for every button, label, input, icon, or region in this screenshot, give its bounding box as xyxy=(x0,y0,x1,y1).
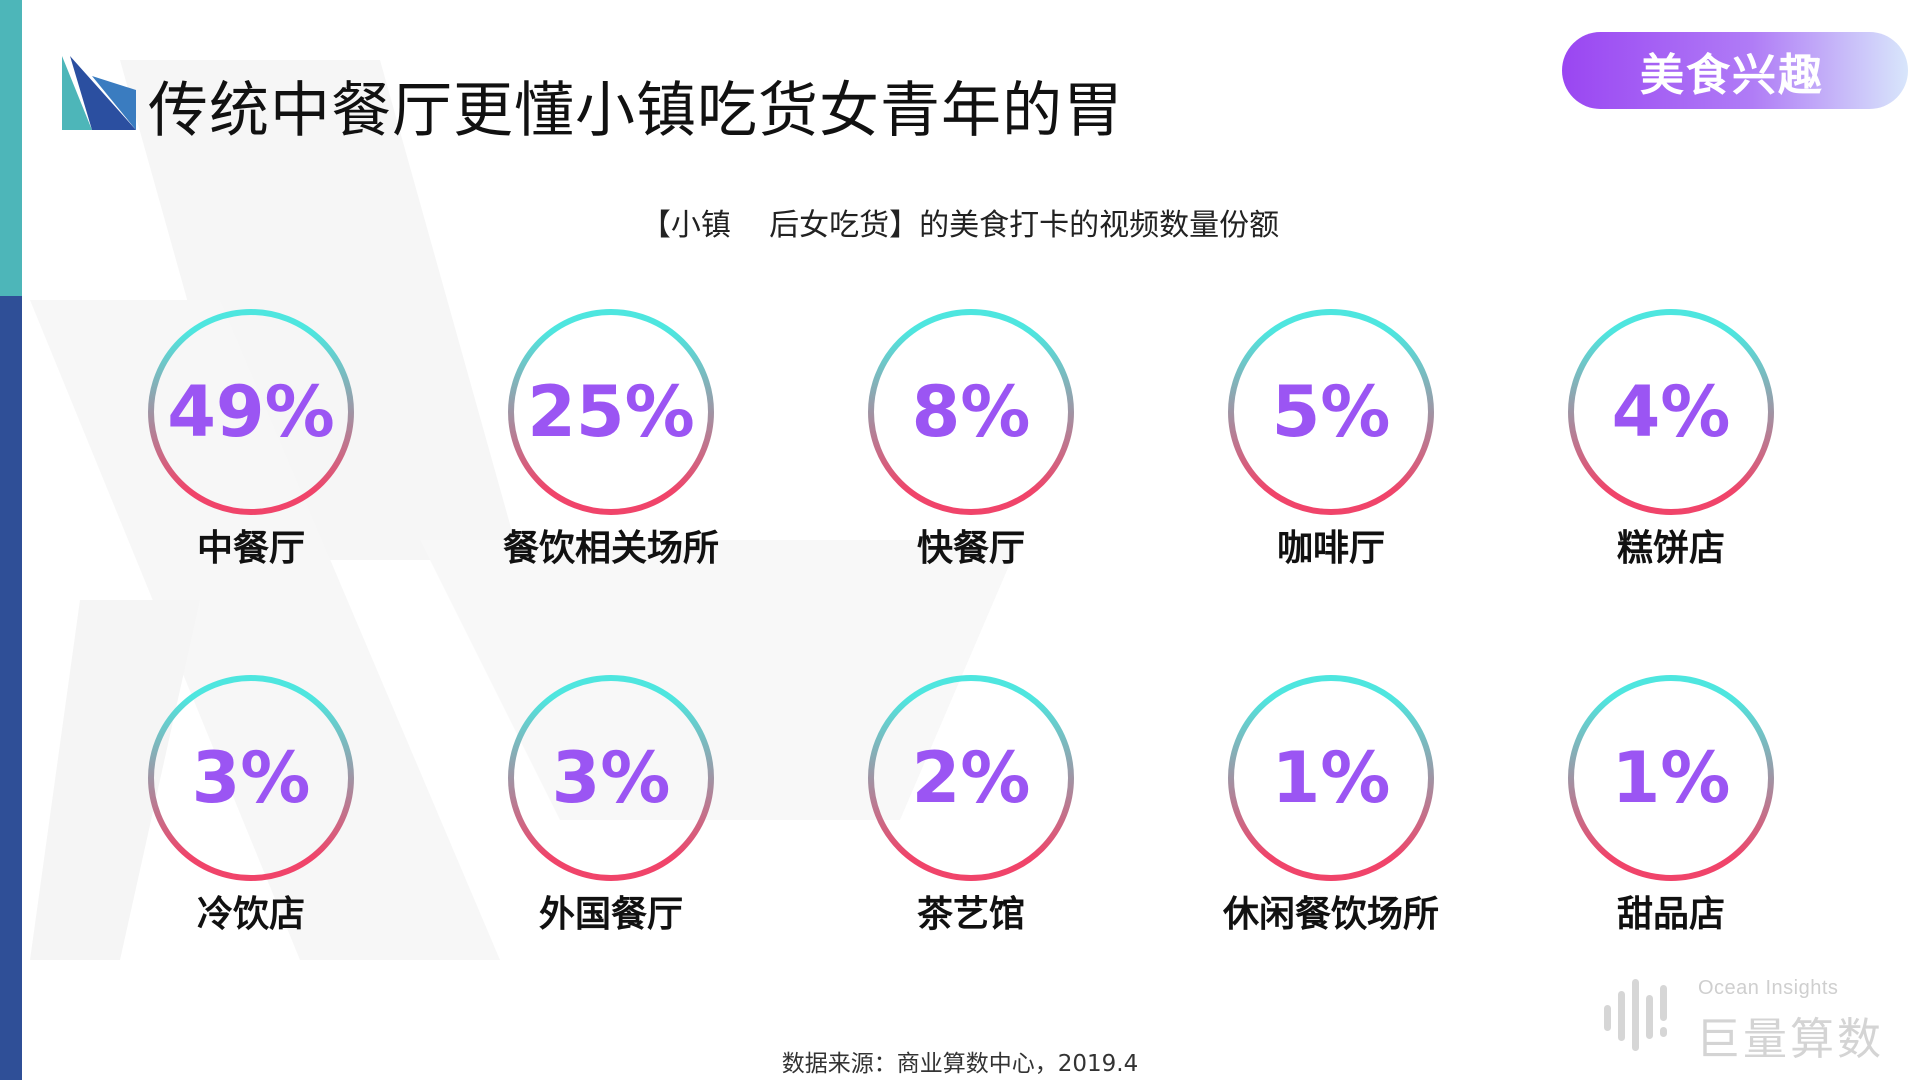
share-item: 4% 糕饼店 xyxy=(1568,309,1774,569)
share-category-label: 休闲餐饮场所 xyxy=(1222,894,1439,935)
share-ring xyxy=(508,309,714,515)
left-accent-bar-top xyxy=(0,0,22,296)
report-logo-icon xyxy=(62,56,136,130)
share-item: 8% 快餐厅 xyxy=(868,309,1074,569)
share-value-label: 1% xyxy=(1612,737,1731,819)
share-item: 2% 茶艺馆 xyxy=(868,675,1074,935)
share-value-label: 25% xyxy=(527,371,695,453)
share-ring xyxy=(508,675,714,881)
brand-name-en: Ocean Insights xyxy=(1698,977,1839,999)
share-ring xyxy=(1568,675,1774,881)
share-value-label: 3% xyxy=(552,737,671,819)
share-ring xyxy=(148,675,354,881)
share-item: 3% 外国餐厅 xyxy=(508,675,714,935)
share-category-label: 快餐厅 xyxy=(917,528,1025,569)
share-item: 49% 中餐厅 xyxy=(148,309,354,569)
left-accent-bar xyxy=(0,0,22,1080)
share-ring xyxy=(1568,309,1774,515)
category-tag-label: 美食兴趣 xyxy=(1640,49,1824,101)
share-value-label: 8% xyxy=(912,371,1031,453)
page-title: 传统中餐厅更懂小镇吃货女青年的胃 xyxy=(148,76,1124,146)
left-accent-bar-bottom xyxy=(0,296,22,1080)
share-ring xyxy=(1228,675,1434,881)
share-value-label: 2% xyxy=(912,737,1031,819)
data-source-note: 数据来源：商业算数中心，2019.4 xyxy=(781,1051,1139,1077)
share-ring xyxy=(1228,309,1434,515)
share-item: 1% 休闲餐饮场所 xyxy=(1222,675,1439,935)
share-category-label: 餐饮相关场所 xyxy=(503,528,719,569)
share-ring xyxy=(148,309,354,515)
share-value-label: 5% xyxy=(1272,371,1391,453)
brand-bars-icon xyxy=(1604,979,1667,1051)
share-item: 1% 甜品店 xyxy=(1568,675,1774,935)
share-value-label: 3% xyxy=(192,737,311,819)
share-category-label: 糕饼店 xyxy=(1617,528,1725,569)
share-ring xyxy=(868,309,1074,515)
share-item: 5% 咖啡厅 xyxy=(1228,309,1434,569)
brand-name-cn: 巨量算数 xyxy=(1696,1014,1884,1065)
share-value-label: 4% xyxy=(1612,371,1731,453)
category-tag-badge: 美食兴趣 xyxy=(1562,32,1908,109)
share-item: 25% 餐饮相关场所 xyxy=(503,309,719,569)
brand-watermark: Ocean Insights 巨量算数 xyxy=(1598,975,1898,1065)
share-category-label: 外国餐厅 xyxy=(539,894,683,935)
share-category-label: 冷饮店 xyxy=(197,894,305,935)
share-value-label: 49% xyxy=(167,371,335,453)
share-category-label: 咖啡厅 xyxy=(1277,528,1385,569)
share-ring xyxy=(868,675,1074,881)
share-item: 3% 冷饮店 xyxy=(148,675,354,935)
share-category-label: 甜品店 xyxy=(1617,894,1725,935)
share-category-label: 中餐厅 xyxy=(197,528,305,569)
chart-title: 【小镇 后女吃货】的美食打卡的视频数量份额 xyxy=(640,208,1280,243)
share-category-label: 茶艺馆 xyxy=(917,894,1025,935)
share-value-label: 1% xyxy=(1272,737,1391,819)
